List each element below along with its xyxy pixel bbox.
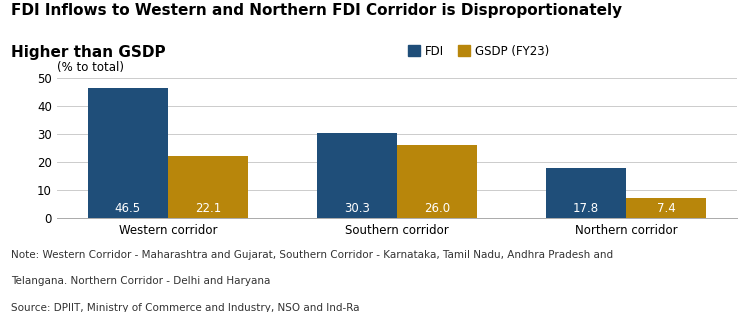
Text: FDI Inflows to Western and Northern FDI Corridor is Disproportionately: FDI Inflows to Western and Northern FDI …: [11, 3, 622, 18]
Text: 17.8: 17.8: [573, 202, 599, 215]
Bar: [546, 168, 626, 218]
Text: Source: DPIIT, Ministry of Commerce and Industry, NSO and Ind-Ra: Source: DPIIT, Ministry of Commerce and …: [11, 303, 360, 312]
Bar: [88, 88, 168, 218]
Text: 30.3: 30.3: [344, 202, 370, 215]
Text: 7.4: 7.4: [657, 202, 675, 215]
Text: (% to total): (% to total): [57, 61, 124, 74]
Legend: FDI, GSDP (FY23): FDI, GSDP (FY23): [408, 45, 549, 58]
Text: Note: Western Corridor - Maharashtra and Gujarat, Southern Corridor - Karnataka,: Note: Western Corridor - Maharashtra and…: [11, 250, 613, 260]
Bar: [168, 156, 248, 218]
Text: 22.1: 22.1: [195, 202, 221, 215]
Bar: [626, 197, 706, 218]
Text: Telangana. Northern Corridor - Delhi and Haryana: Telangana. Northern Corridor - Delhi and…: [11, 276, 271, 286]
Text: Higher than GSDP: Higher than GSDP: [11, 45, 166, 60]
Text: 26.0: 26.0: [424, 202, 450, 215]
Bar: [397, 145, 477, 218]
Bar: [317, 133, 397, 218]
Text: 46.5: 46.5: [115, 202, 141, 215]
